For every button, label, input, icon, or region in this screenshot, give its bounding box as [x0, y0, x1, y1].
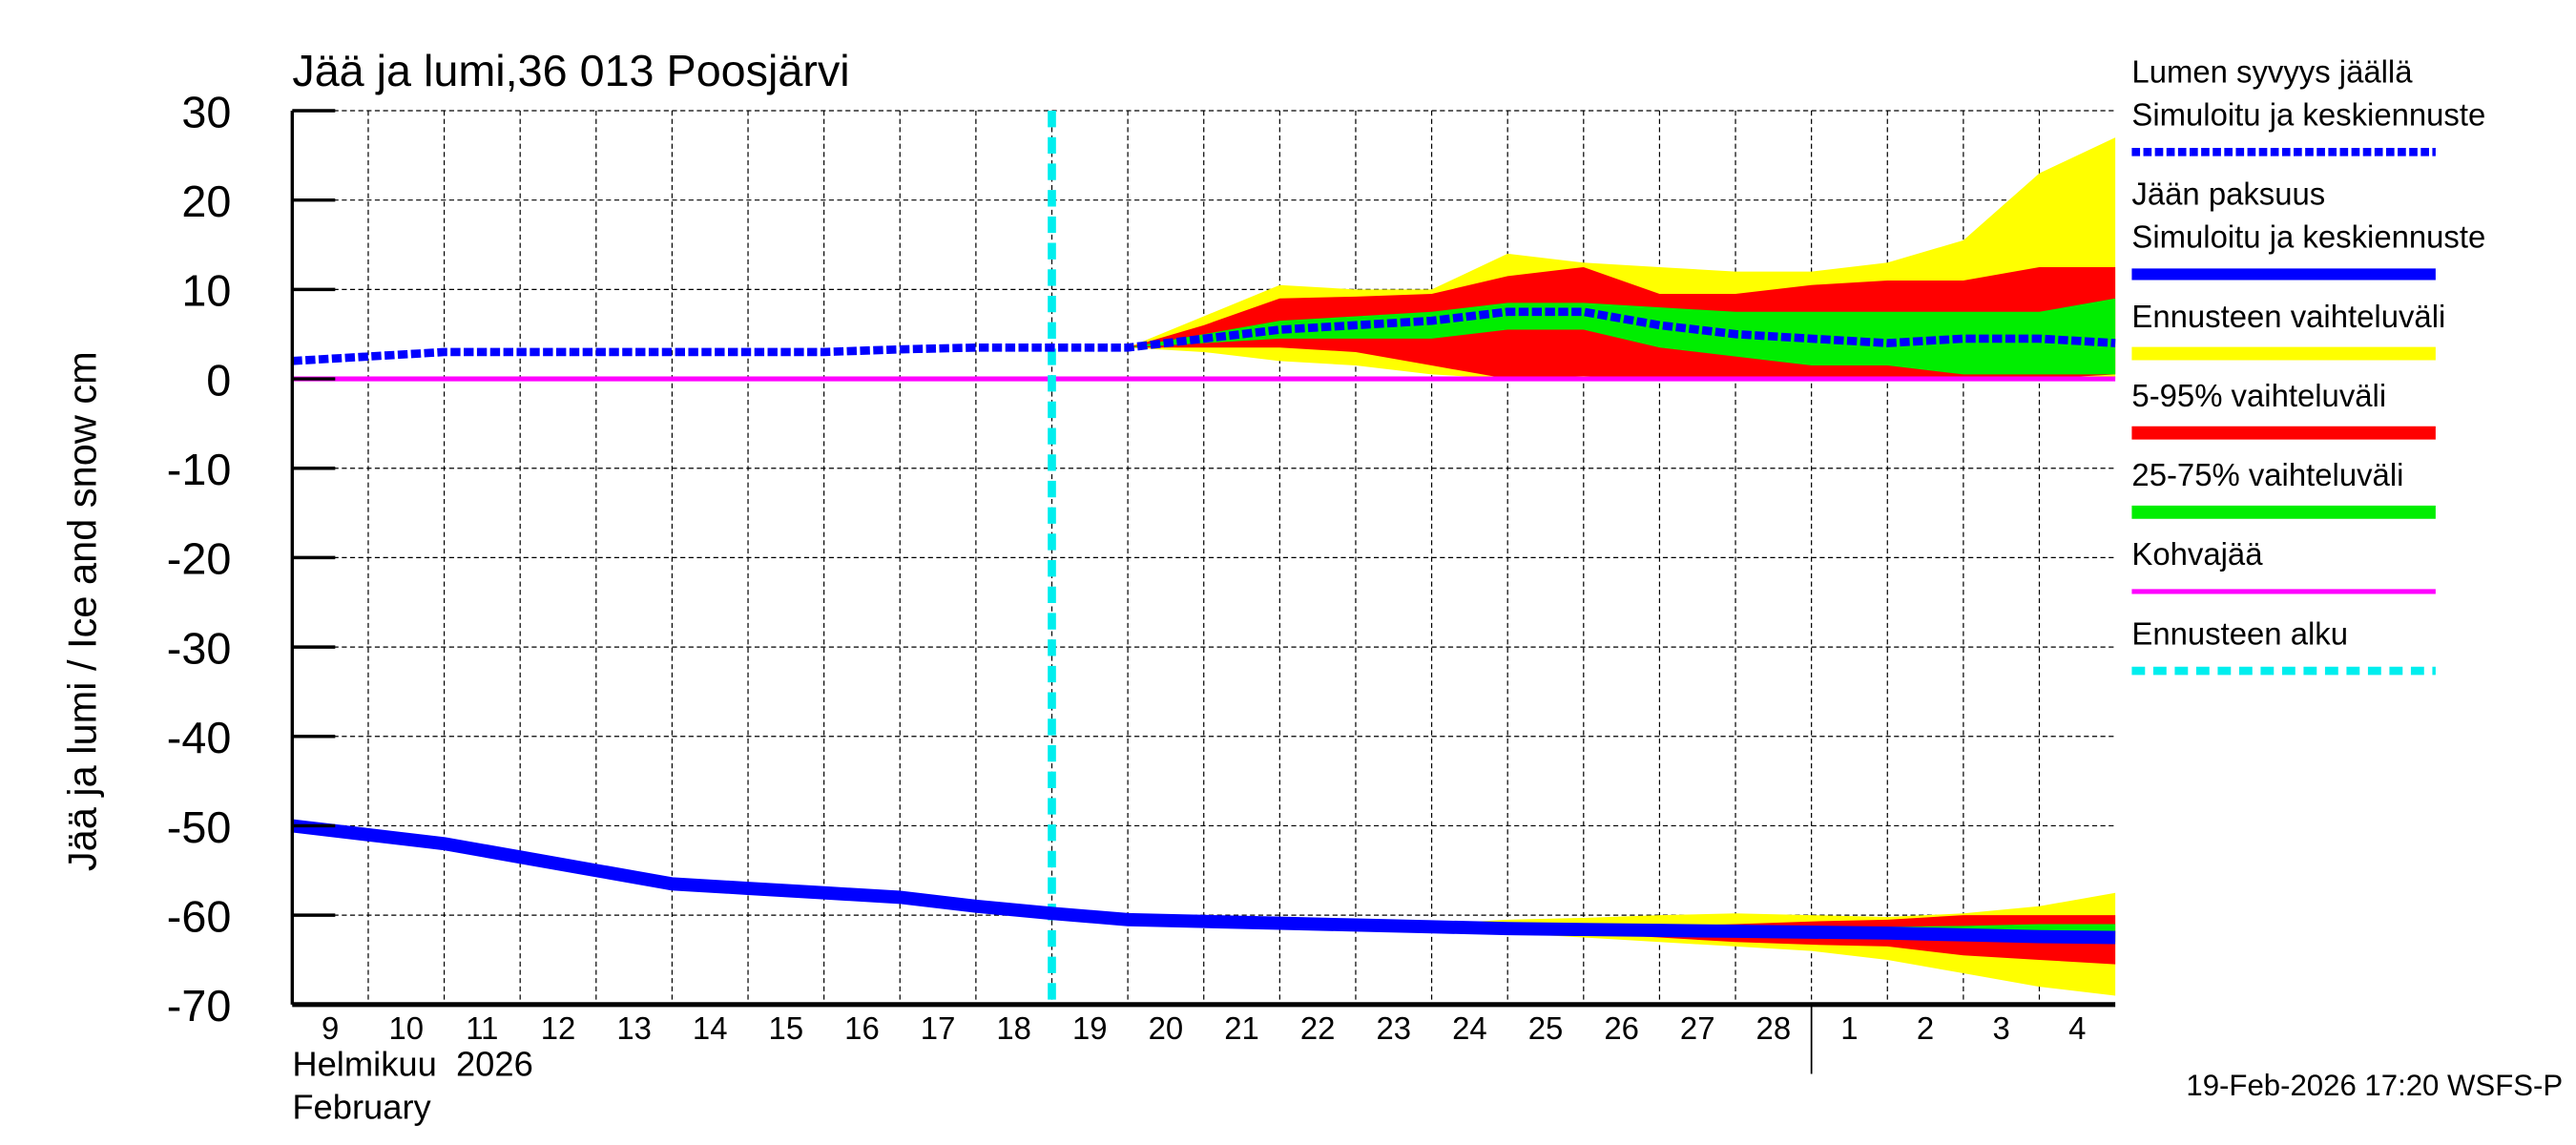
ice-thickness-line [291, 819, 2116, 945]
y-tick-label: 0 [206, 355, 231, 405]
chart-title: Jää ja lumi,36 013 Poosjärvi [292, 46, 849, 95]
x-tick-label: 3 [1993, 1010, 2010, 1046]
y-tick-label: -60 [167, 891, 232, 941]
x-tick-label: 26 [1604, 1010, 1639, 1046]
x-tick-label: 13 [616, 1010, 652, 1046]
y-tick-label: 20 [181, 177, 231, 226]
snow-depth-line [292, 307, 2116, 365]
x-tick-label: 14 [693, 1010, 728, 1046]
x-tick-label: 24 [1452, 1010, 1487, 1046]
legend-label: Jään paksuus [2131, 177, 2325, 212]
y-tick-label: -70 [167, 981, 232, 1030]
y-tick-label: -50 [167, 802, 232, 852]
timestamp: 19-Feb-2026 17:20 WSFS-P [2186, 1069, 2563, 1102]
y-tick-label: 30 [181, 87, 231, 136]
x-tick-label: 12 [541, 1010, 576, 1046]
x-tick-label: 22 [1300, 1010, 1336, 1046]
x-tick-label: 11 [466, 1010, 498, 1046]
legend-label: 25-75% vaihteluväli [2131, 457, 2403, 492]
x-tick-label: 4 [2068, 1010, 2086, 1046]
x-tick-label: 23 [1376, 1010, 1411, 1046]
snow-25-75-band [1128, 298, 2116, 375]
legend-label: 5-95% vaihteluväli [2131, 378, 2386, 413]
legend-label: Ennusteen alku [2131, 615, 2348, 651]
x-tick-label: 9 [322, 1010, 339, 1046]
legend-label: Kohvajää [2131, 536, 2263, 572]
x-tick-label: 27 [1680, 1010, 1715, 1046]
legend-label: Lumen syvyys jäällä [2131, 54, 2413, 90]
x-month-en: February [292, 1087, 431, 1126]
x-tick-label: 25 [1528, 1010, 1564, 1046]
x-month-fi: Helmikuu 2026 [292, 1044, 532, 1083]
x-tick-label: 28 [1756, 1010, 1792, 1046]
x-tick-label: 10 [388, 1010, 424, 1046]
x-tick-label: 15 [769, 1010, 804, 1046]
y-tick-label: 10 [181, 266, 231, 316]
x-tick-label: 20 [1149, 1010, 1184, 1046]
y-tick-label: -20 [167, 534, 232, 584]
y-tick-label: -40 [167, 713, 232, 762]
y-tick-label: -30 [167, 623, 232, 673]
x-tick-label: 2 [1917, 1010, 1934, 1046]
legend-label: Simuloitu ja keskiennuste [2131, 97, 2485, 133]
x-tick-label: 17 [921, 1010, 956, 1046]
legend-label: Ennusteen vaihteluväli [2131, 299, 2445, 334]
x-tick-label: 1 [1840, 1010, 1858, 1046]
legend-label: Simuloitu ja keskiennuste [2131, 219, 2485, 255]
y-tick-label: -10 [167, 445, 232, 494]
x-tick-label: 19 [1072, 1010, 1108, 1046]
x-tick-label: 16 [844, 1010, 880, 1046]
x-tick-label: 21 [1224, 1010, 1259, 1046]
x-tick-label: 18 [996, 1010, 1031, 1046]
y-axis-label: Jää ja lumi / Ice and snow cm [59, 351, 104, 871]
